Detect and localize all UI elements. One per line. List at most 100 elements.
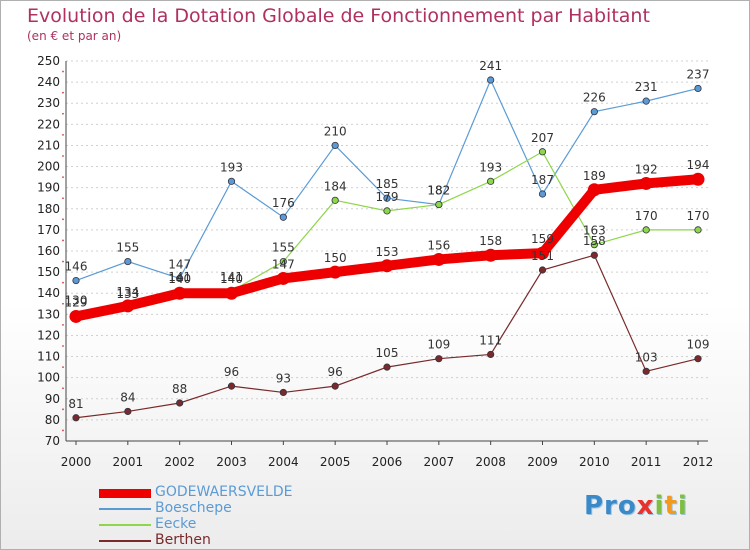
y-tick-label: 200: [37, 160, 60, 174]
legend-swatch: [99, 540, 151, 542]
y-tick-label: 180: [37, 202, 60, 216]
data-label-eecke: 141: [220, 270, 243, 284]
data-point-boeschepe: [642, 97, 650, 105]
legend-item: Eecke: [99, 516, 329, 533]
data-point-godewaersvelde: [121, 299, 135, 313]
legend-swatch: [99, 524, 151, 526]
data-label-godewaersvelde: 189: [583, 169, 606, 183]
data-point-boeschepe: [279, 213, 287, 221]
data-point-eecke: [331, 196, 339, 204]
data-point-eecke: [435, 200, 443, 209]
axis-layer: 7080901001101201301401501601701801902002…: [37, 54, 713, 469]
legend-label: GODEWAERSVELDE: [155, 484, 293, 500]
data-label-berthen: 81: [68, 397, 83, 411]
x-tick-label: 2009: [527, 455, 558, 469]
y-minor-dot: [62, 302, 64, 305]
chart-subtitle: (en € et par an): [27, 29, 122, 43]
data-label-eecke: 184: [324, 179, 347, 193]
data-label-eecke: 163: [583, 224, 606, 238]
y-tick-label: 130: [37, 307, 60, 321]
data-label-godewaersvelde: 159: [531, 232, 554, 246]
data-label-eecke: 170: [687, 209, 710, 223]
x-tick-label: 2002: [164, 455, 195, 469]
data-label-boeschepe: 146: [65, 260, 88, 274]
x-tick-label: 2001: [113, 455, 144, 469]
y-tick-label: 160: [37, 244, 60, 258]
data-point-berthen: [487, 350, 495, 359]
data-point-godewaersvelde: [225, 286, 238, 300]
data-label-berthen: 88: [172, 382, 187, 396]
y-minor-dot: [62, 91, 64, 94]
data-point-eecke: [279, 257, 287, 266]
data-label-berthen: 109: [427, 338, 450, 352]
data-point-godewaersvelde: [328, 265, 342, 279]
y-tick-label: 230: [37, 96, 60, 110]
data-point-boeschepe: [590, 108, 598, 116]
y-tick-label: 150: [37, 265, 60, 279]
data-label-godewaersvelde: 194: [687, 158, 710, 172]
data-label-godewaersvelde: 150: [324, 251, 347, 265]
y-tick-label: 120: [37, 328, 60, 342]
data-label-berthen: 111: [479, 333, 502, 347]
data-point-eecke: [642, 226, 650, 234]
data-label-boeschepe: 231: [635, 80, 658, 94]
data-point-eecke: [694, 226, 702, 234]
data-label-berthen: 109: [687, 338, 710, 352]
data-point-berthen: [435, 355, 443, 363]
y-minor-dot: [62, 366, 64, 369]
data-label-boeschepe: 147: [168, 257, 191, 271]
y-tick-label: 170: [37, 223, 60, 237]
data-point-godewaersvelde: [432, 252, 446, 266]
data-point-boeschepe: [72, 276, 80, 285]
x-tick-label: 2005: [320, 455, 351, 469]
data-point-godewaersvelde: [69, 309, 83, 323]
data-label-godewaersvelde: 129: [65, 295, 88, 309]
data-label-godewaersvelde: 153: [376, 245, 399, 259]
y-minor-dot: [62, 112, 64, 115]
y-tick-label: 80: [45, 413, 60, 427]
data-point-godewaersvelde: [587, 183, 601, 197]
data-point-boeschepe: [331, 141, 339, 150]
y-minor-dot: [62, 155, 64, 157]
x-tick-label: 2003: [216, 455, 247, 469]
data-point-boeschepe: [694, 84, 702, 93]
data-label-berthen: 96: [224, 365, 239, 379]
data-label-boeschepe: 241: [479, 59, 502, 73]
y-minor-dot: [62, 197, 64, 200]
data-label-eecke: 207: [531, 131, 554, 145]
data-point-berthen: [124, 407, 132, 416]
data-point-berthen: [227, 382, 236, 390]
x-tick-label: 2008: [475, 455, 506, 469]
data-label-godewaersvelde: 140: [220, 272, 243, 286]
data-point-berthen: [176, 399, 184, 407]
data-point-godewaersvelde: [173, 286, 187, 300]
data-point-godewaersvelde: [691, 172, 705, 186]
data-point-berthen: [590, 251, 598, 259]
y-minor-dot: [62, 408, 64, 411]
y-minor-dot: [62, 70, 64, 73]
y-tick-label: 70: [45, 434, 60, 448]
y-tick-label: 250: [37, 54, 60, 68]
x-tick-label: 2004: [268, 455, 299, 469]
data-label-eecke: 141: [168, 270, 191, 284]
data-label-boeschepe: 155: [116, 241, 139, 255]
data-label-boeschepe: 237: [687, 67, 710, 81]
data-label-godewaersvelde: 140: [168, 272, 191, 286]
data-label-boeschepe: 176: [272, 196, 295, 210]
data-point-boeschepe: [383, 194, 391, 202]
data-label-boeschepe: 185: [376, 177, 399, 191]
data-label-godewaersvelde: 147: [272, 257, 295, 271]
y-minor-dot: [62, 176, 64, 179]
proxiti-logo: Proxiti: [584, 491, 688, 521]
data-label-eecke: 130: [65, 293, 88, 307]
data-label-berthen: 103: [635, 350, 658, 364]
y-minor-dot: [62, 218, 64, 221]
data-label-berthen: 84: [120, 390, 135, 404]
data-label-eecke: 182: [427, 184, 450, 198]
data-point-godewaersvelde: [484, 248, 498, 262]
data-point-boeschepe: [538, 190, 547, 198]
data-point-eecke: [383, 207, 391, 215]
y-minor-dot: [62, 323, 64, 326]
data-label-godewaersvelde: 158: [479, 234, 502, 248]
x-tick-label: 2010: [579, 455, 610, 469]
